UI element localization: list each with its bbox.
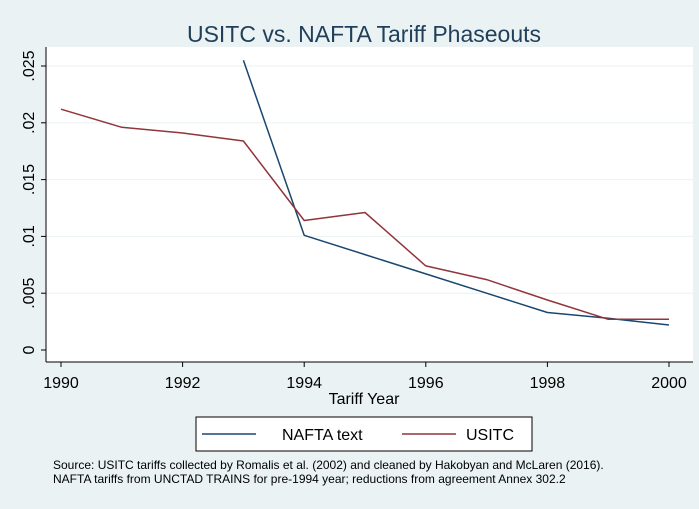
y-tick-label: .015 — [21, 164, 38, 195]
legend-label-nafta: NAFTA text — [282, 427, 363, 444]
source-line-1: Source: USITC tariffs collected by Romal… — [53, 458, 604, 472]
series-lines — [60, 60, 670, 326]
y-tick-label: .025 — [21, 50, 38, 81]
x-tick-label: 1994 — [286, 375, 322, 392]
grid-lines — [46, 65, 693, 294]
source-line-2: NAFTA tariffs from UNCTAD TRAINS for pre… — [53, 472, 566, 486]
y-tick-label: 0 — [21, 345, 38, 354]
plot-area — [46, 47, 693, 362]
axes: 0 .005 .01 .015 .02 .025 1990 1992 1994 1996 1998 2… — [21, 47, 693, 392]
x-axis-title: Tariff Year — [329, 391, 401, 408]
chart-title: USITC vs. NAFTA Tariff Phaseouts — [187, 21, 541, 47]
x-tick-label: 1990 — [43, 375, 79, 392]
x-tick-label: 1998 — [530, 375, 566, 392]
legend: NAFTA text USITC — [195, 416, 533, 452]
y-tick-label: .02 — [21, 112, 38, 134]
x-tick-label: 1996 — [408, 375, 444, 392]
source-note: Source: USITC tariffs collected by Romal… — [53, 458, 693, 486]
series-line-usitc — [60, 108, 669, 321]
series-line-nafta-text — [242, 60, 670, 326]
legend-label-usitc: USITC — [466, 427, 514, 444]
y-tick-label: .005 — [21, 278, 38, 309]
y-tick-label: .01 — [21, 225, 38, 247]
x-tick-label: 1992 — [165, 375, 201, 392]
x-tick-label: 2000 — [651, 375, 687, 392]
